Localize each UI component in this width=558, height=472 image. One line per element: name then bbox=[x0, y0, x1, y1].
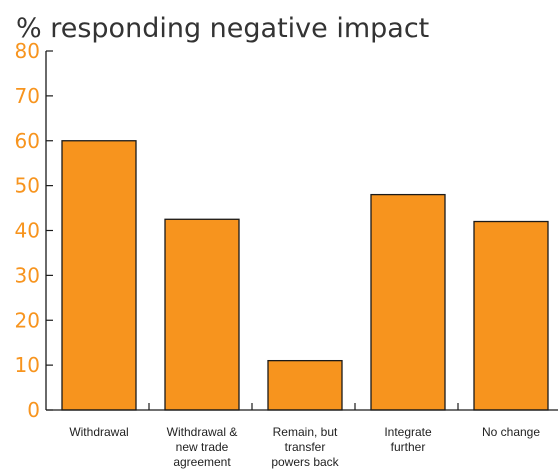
x-tick-label-line: Integrate bbox=[384, 425, 432, 439]
x-axis-ticks: Withdrawal Withdrawal & new trade agreement… bbox=[69, 403, 540, 469]
y-tick-label: 20 bbox=[15, 308, 40, 332]
x-tick-label-line: No change bbox=[482, 425, 540, 439]
bars bbox=[61, 140, 549, 411]
x-tick-label: Remain, but transfer powers back bbox=[271, 425, 339, 469]
x-tick-label-line: agreement bbox=[173, 455, 231, 469]
x-tick-label-line: transfer bbox=[285, 440, 326, 454]
y-tick-label: 40 bbox=[15, 219, 40, 243]
x-tick-label-line: new trade bbox=[176, 440, 229, 454]
chart-title: % responding negative impact bbox=[16, 13, 429, 44]
x-tick-label-line: further bbox=[391, 440, 426, 454]
bar bbox=[61, 140, 137, 411]
y-axis-ticks: 0 10 20 30 40 50 60 70 80 bbox=[15, 39, 53, 422]
bar bbox=[164, 218, 240, 411]
x-tick-label-line: Remain, but bbox=[273, 425, 338, 439]
y-tick-label: 30 bbox=[15, 263, 40, 287]
x-tick-label-line: powers back bbox=[271, 455, 339, 469]
y-tick-label: 60 bbox=[15, 129, 40, 153]
y-tick-label: 80 bbox=[15, 39, 40, 63]
x-tick-label-line: Withdrawal & bbox=[167, 425, 238, 439]
y-tick-label: 10 bbox=[15, 353, 40, 377]
bar bbox=[370, 193, 446, 411]
bar bbox=[473, 220, 549, 411]
y-tick-label: 0 bbox=[27, 398, 40, 422]
bar bbox=[267, 359, 343, 411]
x-tick-label-line: Withdrawal bbox=[69, 425, 128, 439]
y-tick-label: 70 bbox=[15, 84, 40, 108]
y-tick-label: 50 bbox=[15, 174, 40, 198]
x-tick-label: Integrate further bbox=[384, 425, 432, 454]
x-tick-label: No change bbox=[482, 425, 540, 439]
x-tick-label: Withdrawal & new trade agreement bbox=[167, 425, 238, 469]
x-tick-label: Withdrawal bbox=[69, 425, 128, 439]
